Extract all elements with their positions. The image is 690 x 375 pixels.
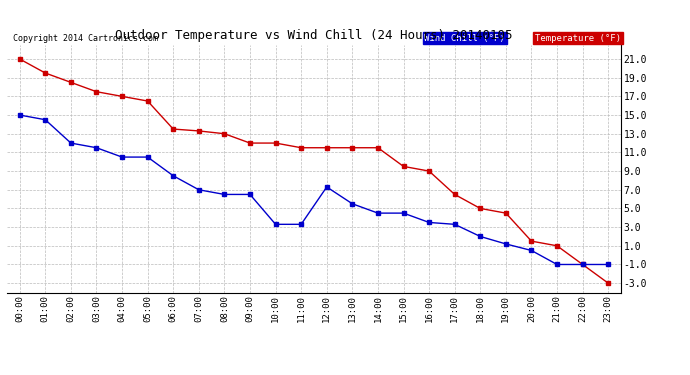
Text: Copyright 2014 Cartronics.com: Copyright 2014 Cartronics.com [13, 33, 158, 42]
Text: Temperature (°F): Temperature (°F) [535, 33, 621, 42]
Text: Wind Chill (°F): Wind Chill (°F) [424, 33, 505, 42]
Title: Outdoor Temperature vs Wind Chill (24 Hours) 20140105: Outdoor Temperature vs Wind Chill (24 Ho… [115, 30, 513, 42]
